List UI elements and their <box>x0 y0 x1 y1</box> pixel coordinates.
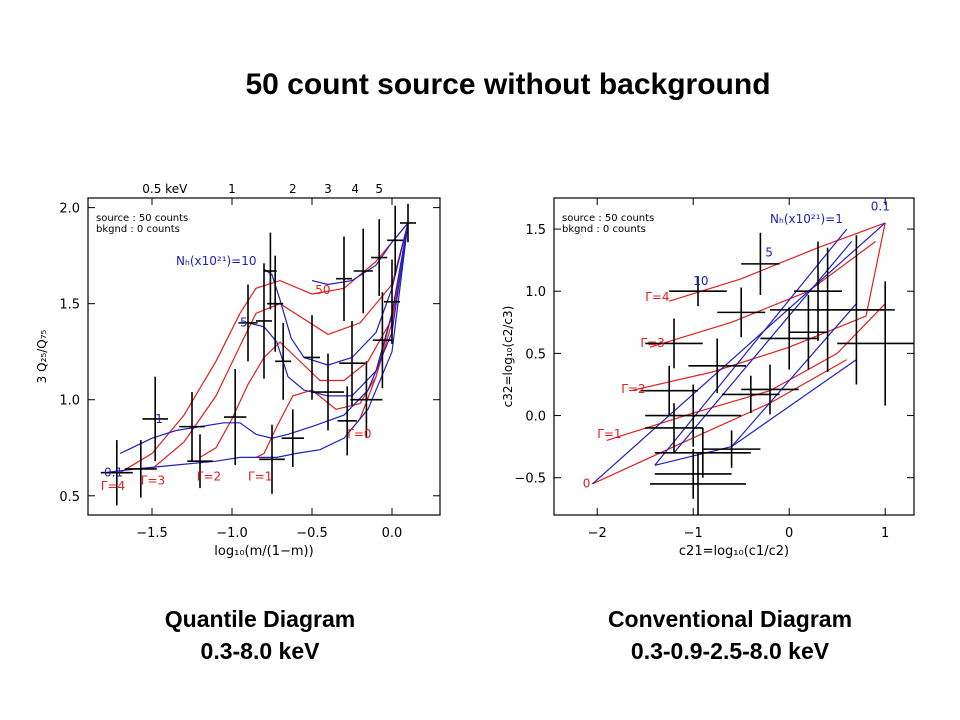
x-tick-label: 0 <box>785 526 793 541</box>
quantile-caption: Quantile Diagram 0.3-8.0 keV <box>80 603 440 667</box>
x-tick-label: −0.5 <box>296 526 328 541</box>
red-grid-line <box>199 222 409 458</box>
y-tick-label: 1.0 <box>525 285 546 300</box>
quantile-plot-area: Nₕ(x10²¹)=10 5 1 0.1 50 Γ=4 Γ=3 Γ=2 Γ=1 Γ=0 <box>100 203 416 506</box>
blue-grid-line <box>103 222 409 474</box>
top-axis-label: 4 <box>351 182 359 196</box>
red-grid-line <box>592 359 848 485</box>
blue-grid-line <box>673 241 853 454</box>
blue-grid-line <box>247 222 409 397</box>
quantile-frame <box>87 197 441 516</box>
x-axis-label: c21=log₁₀(c1/c2) <box>679 544 789 559</box>
grid-annotation: 5 <box>765 245 773 259</box>
grid-annotation: Γ=4 <box>645 290 669 304</box>
x-tick-label: −2 <box>588 526 607 541</box>
top-axis-label: 3 <box>324 182 332 196</box>
red-grid-line <box>606 303 886 441</box>
grid-annotation: 50 <box>315 283 330 297</box>
x-tick-label: −1.0 <box>216 526 248 541</box>
conventional-frame <box>553 197 915 516</box>
blue-grid-line <box>119 222 409 455</box>
x-axis-label: log₁₀(m/(1−m)) <box>214 544 313 559</box>
x-tick-label: 0.0 <box>382 526 403 541</box>
top-axis-label: 1 <box>228 182 236 196</box>
legend-line: source : 50 counts <box>562 213 654 224</box>
red-grid-line <box>649 241 876 348</box>
grid-annotation: Γ=1 <box>597 427 621 441</box>
blue-grid-line <box>654 228 848 466</box>
x-tick-label: 1 <box>881 526 889 541</box>
y-tick-label: 1.0 <box>59 394 80 409</box>
blue-grid-line <box>592 222 886 485</box>
conventional-caption-line1: Conventional Diagram <box>607 606 853 632</box>
y-tick-label: 0.0 <box>525 410 546 425</box>
grid-annotation: Γ=3 <box>141 473 165 487</box>
y-tick-label: 1.5 <box>59 298 80 313</box>
grid-annotation: Γ=2 <box>621 382 645 396</box>
y-axis-label: 3 Q₂₅/Q₇₅ <box>35 329 49 383</box>
top-axis-label: 0.5 keV <box>142 182 188 196</box>
conventional-plot-area: Nₕ(x10²¹)=1 0.1 5 10 Γ=4 Γ=3 Γ=2 Γ=1 0 <box>583 199 914 515</box>
grid-annotation: 10 <box>693 274 708 288</box>
conventional-caption: Conventional Diagram 0.3-0.9-2.5-8.0 keV <box>550 603 910 667</box>
y-tick-label: 0.5 <box>525 347 546 362</box>
y-tick-label: −0.5 <box>514 472 546 487</box>
y-axis-label: c32=log₁₀(c2/c3) <box>501 306 515 408</box>
grid-annotation: Γ=4 <box>101 479 125 493</box>
grid-annotation: Γ=3 <box>640 336 664 350</box>
x-tick-label: −1 <box>684 526 703 541</box>
top-axis-label: 2 <box>289 182 297 196</box>
page-title: 50 count source without background <box>245 68 771 101</box>
top-axis-label: 5 <box>375 182 383 196</box>
blue-grid-line <box>311 222 409 286</box>
grid-annotation: Γ=2 <box>197 469 221 483</box>
y-tick-label: 0.5 <box>59 490 80 505</box>
legend-line: bkgnd : 0 counts <box>562 224 646 235</box>
grid-annotation: Nₕ(x10²¹)=1 <box>770 212 843 226</box>
y-tick-label: 1.5 <box>525 223 546 238</box>
blue-grid-line <box>731 303 857 447</box>
grid-annotation: Γ=0 <box>347 427 371 441</box>
legend-line: source : 50 counts <box>96 213 188 224</box>
grid-annotation: 0.1 <box>871 199 890 213</box>
x-tick-label: −1.5 <box>136 526 168 541</box>
grid-annotation: 5 <box>240 316 248 330</box>
grid-annotation: Γ=1 <box>248 469 272 483</box>
legend-line: bkgnd : 0 counts <box>96 224 180 235</box>
quantile-caption-line1: Quantile Diagram <box>164 606 356 632</box>
red-grid-line <box>255 222 409 458</box>
grid-annotation: 1 <box>155 412 163 426</box>
conventional-chart: −2 −1 0 1 −0.5 0.0 0.5 1.0 1.5 c21=log₁₀(c1/c2) c3… <box>501 197 915 559</box>
grid-annotation: 0 <box>583 477 591 491</box>
conventional-caption-line2: 0.3-0.9-2.5-8.0 keV <box>630 638 830 664</box>
y-tick-label: 2.0 <box>59 202 80 217</box>
grid-annotation: Nₕ(x10²¹)=10 <box>176 254 257 268</box>
quantile-chart: −1.5 −1.0 −0.5 0.0 0.5 1.0 1.5 2.0 log₁₀(m/(1−m)… <box>35 182 441 559</box>
red-grid-line <box>669 222 886 302</box>
grid-annotation: 0.1 <box>104 466 123 480</box>
quantile-caption-line2: 0.3-8.0 keV <box>200 638 320 664</box>
